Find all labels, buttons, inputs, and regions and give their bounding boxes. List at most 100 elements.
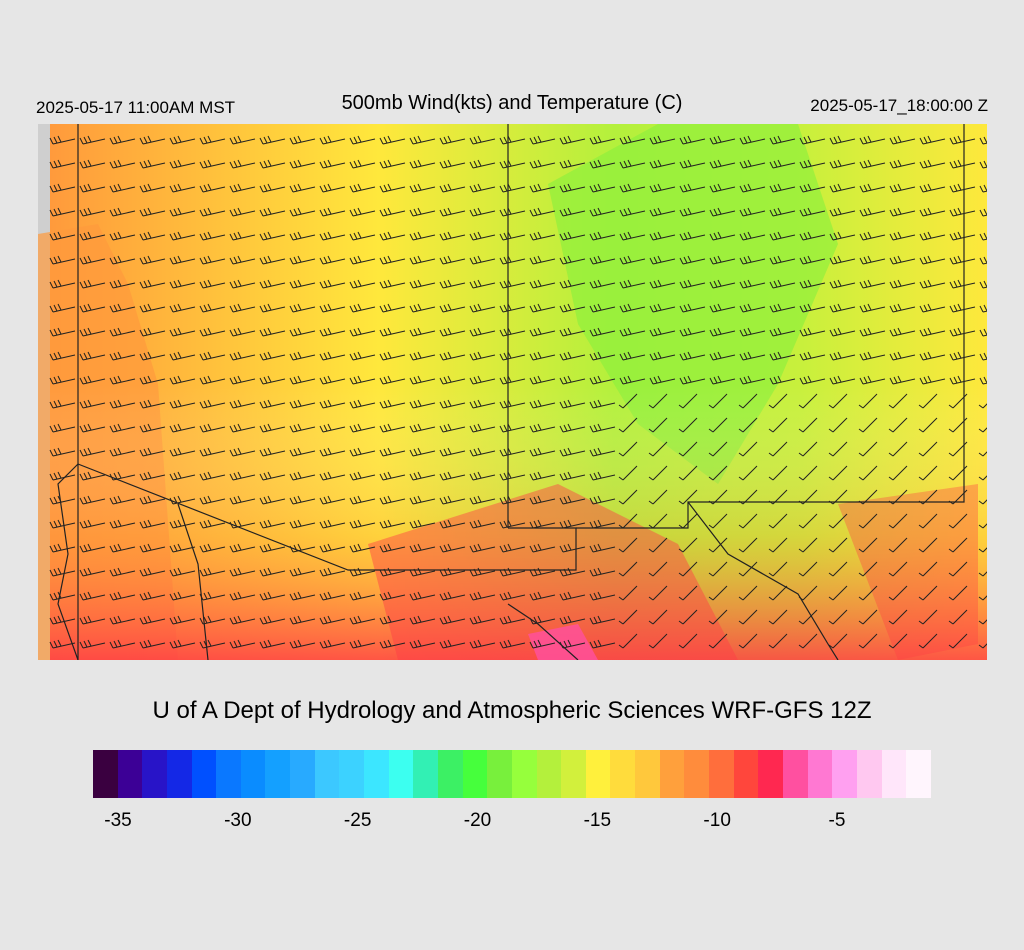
colorbar-swatch — [314, 750, 340, 798]
wind-barb — [499, 375, 526, 385]
wind-barb — [708, 537, 728, 553]
wind-barb — [439, 375, 466, 385]
wind-barb — [319, 471, 346, 481]
wind-barb — [439, 447, 466, 457]
wind-barb — [708, 585, 728, 601]
wind-barb — [49, 255, 76, 265]
wind-barb — [379, 207, 406, 217]
colorbar-swatch — [166, 750, 192, 798]
wind-barb — [858, 393, 878, 409]
wind-barb — [409, 303, 436, 313]
wind-barb — [979, 352, 987, 361]
wind-barb — [79, 135, 106, 145]
wind-barb — [979, 160, 987, 169]
wind-barb — [888, 489, 908, 505]
wind-barb — [439, 183, 466, 193]
wind-barb — [229, 375, 256, 385]
wind-barb — [499, 231, 526, 241]
wind-barb — [799, 255, 826, 265]
wind-barb — [678, 441, 698, 457]
wind-barb — [379, 327, 406, 337]
wind-barb — [709, 327, 736, 337]
wind-barb — [589, 279, 616, 289]
wind-barb — [289, 135, 316, 145]
wind-barb — [769, 255, 796, 265]
wind-barb — [319, 231, 346, 241]
wind-barb — [979, 328, 987, 337]
wind-barb — [169, 615, 196, 625]
wind-barb — [289, 615, 316, 625]
wind-barb — [199, 567, 226, 577]
wind-barb — [769, 159, 796, 169]
wind-barb — [678, 561, 698, 577]
wind-barb — [349, 207, 376, 217]
wind-barb — [259, 207, 286, 217]
wind-barb — [409, 279, 436, 289]
wind-barb — [589, 519, 616, 529]
wind-barb — [289, 639, 316, 649]
wind-barb — [739, 327, 766, 337]
wind-barb — [409, 135, 436, 145]
wind-barb — [199, 159, 226, 169]
wind-barb — [409, 495, 436, 505]
wind-barb — [769, 327, 796, 337]
wind-barb — [439, 351, 466, 361]
wind-barb — [229, 255, 256, 265]
wind-barb — [948, 465, 968, 481]
wind-barb — [768, 537, 788, 553]
wind-barb — [469, 255, 496, 265]
wind-barb — [979, 280, 987, 289]
wind-barb — [229, 327, 256, 337]
wind-barb — [768, 585, 788, 601]
colorbar-swatch — [413, 750, 438, 798]
wind-barb — [979, 376, 987, 385]
wind-barb — [529, 495, 556, 505]
colorbar-swatch — [388, 750, 414, 798]
wind-barb — [499, 639, 526, 649]
wind-barb — [559, 159, 586, 169]
wind-barb — [229, 159, 256, 169]
wind-barb — [349, 543, 376, 553]
wind-barb — [978, 619, 987, 625]
colorbar-swatch — [93, 750, 118, 798]
wind-barb — [918, 465, 938, 481]
wind-barb — [708, 417, 728, 433]
wind-barb — [409, 567, 436, 577]
colorbar-tick-label: -20 — [463, 810, 492, 831]
wind-barb — [979, 256, 987, 265]
wind-barb — [889, 375, 916, 385]
wind-barb — [529, 519, 556, 529]
wind-barb — [769, 135, 796, 145]
wind-barb — [589, 615, 616, 625]
wind-barb — [229, 447, 256, 457]
wind-barb — [888, 585, 908, 601]
wind-barb — [259, 351, 286, 361]
colorbar-ticks: -35 -30 -25 -20 -15 -10 -5 — [0, 810, 1024, 834]
wind-barb — [109, 135, 136, 145]
wind-barb — [439, 327, 466, 337]
wind-barb — [289, 231, 316, 241]
wind-barb — [739, 375, 766, 385]
wind-barb — [559, 303, 586, 313]
wind-barb — [229, 615, 256, 625]
wind-barb — [169, 135, 196, 145]
wind-barb — [469, 375, 496, 385]
wind-barb — [169, 639, 196, 649]
wind-barb — [289, 495, 316, 505]
wind-barb — [79, 255, 106, 265]
wind-barb — [709, 183, 736, 193]
wind-barb — [349, 351, 376, 361]
wind-barb — [679, 303, 706, 313]
wind-barb — [109, 615, 136, 625]
wind-barb — [169, 447, 196, 457]
wind-barb — [259, 543, 286, 553]
wind-barb — [738, 561, 758, 577]
wind-barb — [888, 537, 908, 553]
wind-barb — [319, 327, 346, 337]
wind-barb — [109, 591, 136, 601]
wind-barb — [469, 351, 496, 361]
wind-barb — [978, 595, 987, 601]
wind-barb — [678, 489, 698, 505]
wind-barb — [589, 567, 616, 577]
wind-barb — [109, 495, 136, 505]
